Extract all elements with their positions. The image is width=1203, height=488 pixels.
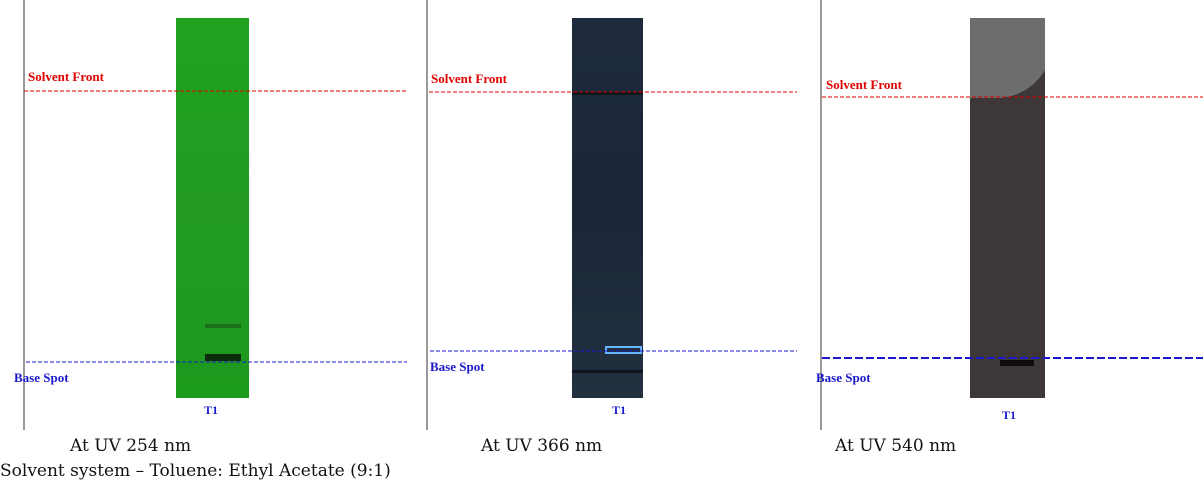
spot xyxy=(1000,360,1034,366)
lane-label: T1 xyxy=(612,403,626,417)
panel-1: Solvent Front Base Spot T1 At UV 254 nm xyxy=(14,0,407,456)
base-label: Base Spot xyxy=(816,370,871,385)
base-label: Base Spot xyxy=(14,370,69,385)
spot xyxy=(205,354,241,361)
spot xyxy=(605,346,642,354)
caption: At UV 366 nm xyxy=(480,436,602,456)
spot xyxy=(205,324,241,328)
tlc-plate xyxy=(176,18,249,398)
panel-2: Solvent Front Base Spot T1 At UV 366 nm xyxy=(426,0,797,456)
panel-3: Solvent Front Base Spot T1 At UV 540 nm xyxy=(816,0,1203,456)
bottom-edge xyxy=(572,370,643,373)
tlc-plate xyxy=(572,18,643,398)
footer: Solvent system – Toluene: Ethyl Acetate … xyxy=(0,461,391,481)
lane-label: T1 xyxy=(204,403,218,417)
plate-top xyxy=(970,18,1045,98)
front-label: Solvent Front xyxy=(826,77,903,92)
caption: At UV 254 nm xyxy=(69,436,191,456)
base-label: Base Spot xyxy=(430,359,485,374)
lane-label: T1 xyxy=(1002,408,1016,422)
front-label: Solvent Front xyxy=(431,71,508,86)
caption: At UV 540 nm xyxy=(834,436,956,456)
front-label: Solvent Front xyxy=(28,69,105,84)
front-edge xyxy=(572,92,643,95)
